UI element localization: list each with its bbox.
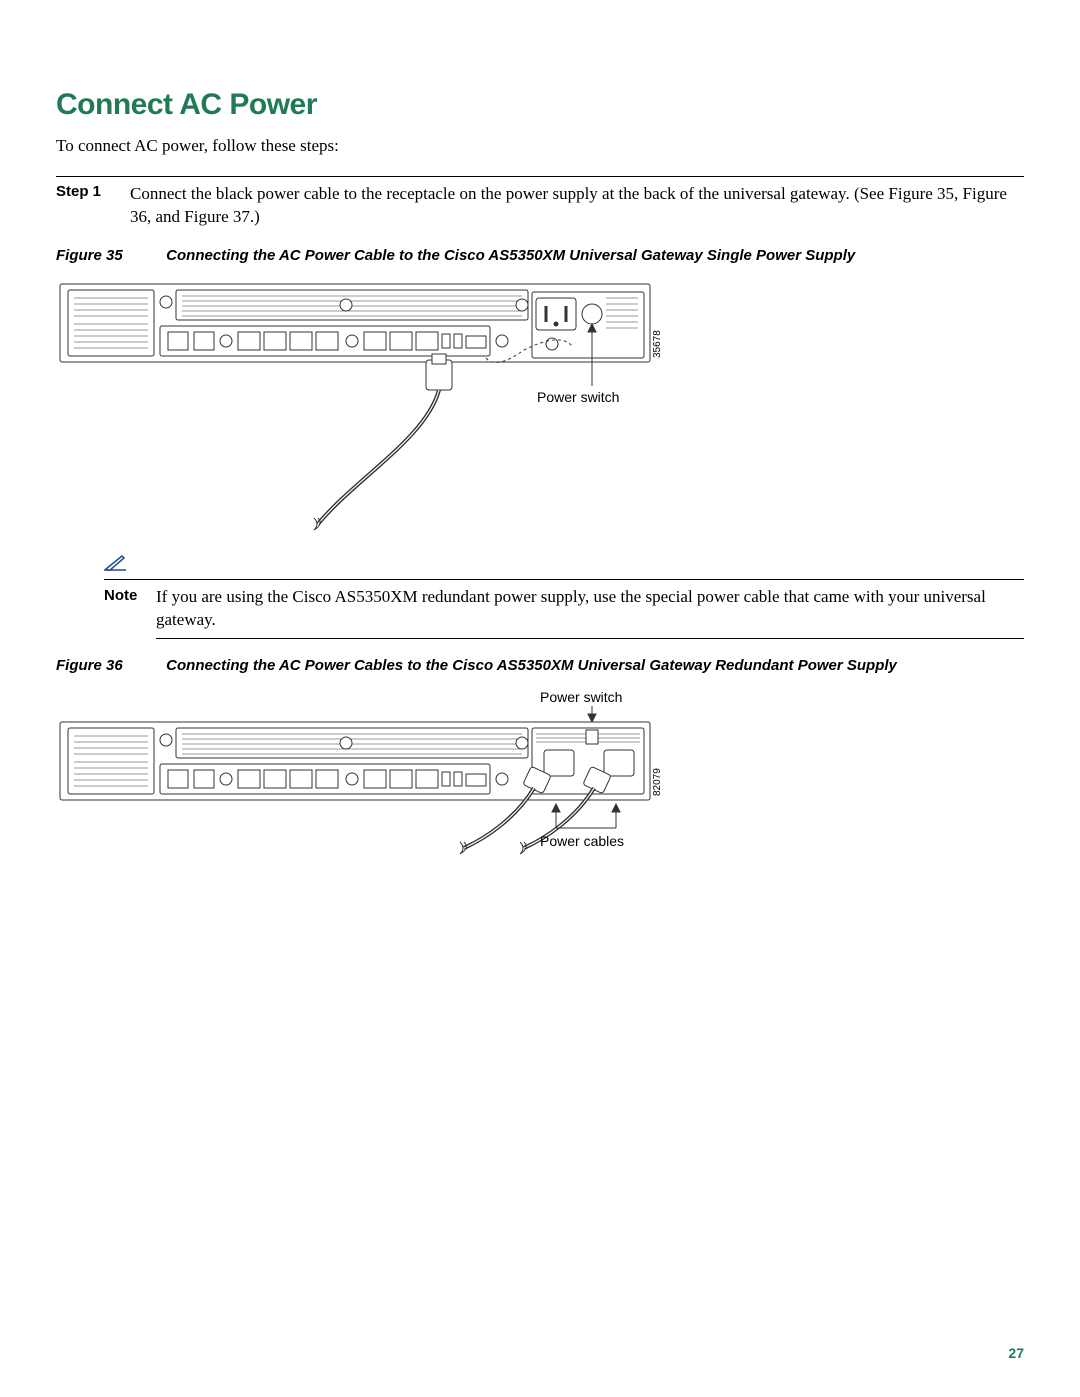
step-body: Connect the black power cable to the rec… <box>130 183 1024 229</box>
figure-number: Figure 35 <box>56 247 162 264</box>
power-switch-label: Power switch <box>537 389 619 405</box>
power-cables-label: Power cables <box>540 833 624 849</box>
figure-title: Connecting the AC Power Cables to the Ci… <box>166 657 897 674</box>
figure-35-diagram: Power switch 35678 <box>56 278 1024 543</box>
note-block: Note If you are using the Cisco AS5350XM… <box>104 553 1024 639</box>
figure-36-diagram: Power switch <box>56 688 1024 873</box>
step-label: Step 1 <box>56 183 130 229</box>
note-pencil-icon <box>104 553 1024 577</box>
note-rule-bottom <box>156 638 1024 639</box>
figure-id-label: 82079 <box>652 768 663 796</box>
figure-35-caption: Figure 35 Connecting the AC Power Cable … <box>56 247 1024 264</box>
section-heading: Connect AC Power <box>56 88 1024 122</box>
step-row: Step 1 Connect the black power cable to … <box>56 183 1024 229</box>
note-rule-top <box>104 579 1024 580</box>
figure-36-caption: Figure 36 Connecting the AC Power Cables… <box>56 657 1024 674</box>
intro-text: To connect AC power, follow these steps: <box>56 136 1024 156</box>
figure-title: Connecting the AC Power Cable to the Cis… <box>166 247 855 264</box>
note-label: Note <box>104 586 156 632</box>
page-number: 27 <box>1008 1345 1024 1361</box>
figure-id-label: 35678 <box>652 330 663 358</box>
note-body: If you are using the Cisco AS5350XM redu… <box>156 586 1024 632</box>
figure-number: Figure 36 <box>56 657 162 674</box>
power-switch-label: Power switch <box>540 689 622 705</box>
document-page: Connect AC Power To connect AC power, fo… <box>0 0 1080 1397</box>
horizontal-rule <box>56 176 1024 177</box>
